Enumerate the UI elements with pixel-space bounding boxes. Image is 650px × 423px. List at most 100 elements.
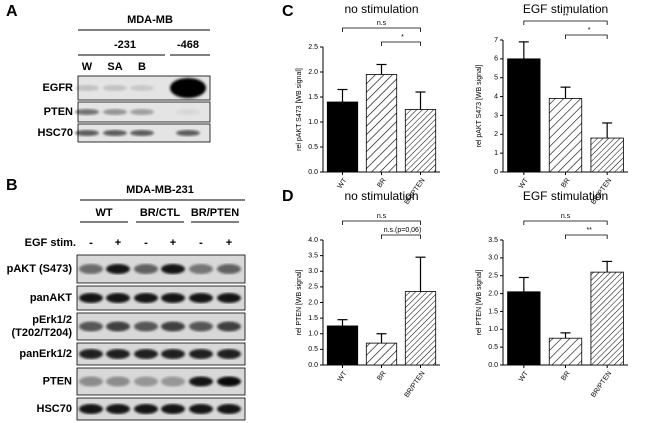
y-axis-label: rel pAKT S473 [WB signal] bbox=[296, 68, 303, 151]
x-tick-label: WT bbox=[337, 177, 349, 191]
significance-bracket bbox=[381, 41, 421, 46]
panel-label: C bbox=[282, 3, 294, 20]
blot-band bbox=[134, 264, 158, 274]
y-tick-label: 1.0 bbox=[308, 119, 318, 126]
bar bbox=[548, 337, 583, 366]
blot-band bbox=[106, 404, 130, 414]
y-tick-label: 0.0 bbox=[308, 169, 318, 176]
bar bbox=[507, 291, 541, 366]
bar bbox=[326, 101, 359, 173]
bar bbox=[326, 325, 359, 366]
stim-sign: - bbox=[199, 237, 203, 249]
blot-band bbox=[79, 321, 103, 332]
blot-band bbox=[161, 376, 185, 387]
y-tick-label: 3 bbox=[494, 112, 498, 119]
blot-band bbox=[130, 85, 154, 91]
y-tick-label: 2.5 bbox=[308, 44, 318, 51]
row-label: panErk1/2 bbox=[19, 348, 72, 360]
blot-band bbox=[217, 264, 241, 274]
row-label: (T202/T204) bbox=[11, 327, 72, 339]
y-tick-label: 2.0 bbox=[488, 290, 498, 297]
row-label: HSC70 bbox=[37, 403, 72, 415]
y-tick-label: 3.5 bbox=[488, 237, 498, 244]
y-tick-label: 4 bbox=[494, 93, 498, 100]
blot-band bbox=[79, 376, 103, 387]
significance-label: ** bbox=[563, 13, 569, 20]
y-tick-label: 2.5 bbox=[488, 273, 498, 280]
blot-title: MDA-MB-231 bbox=[126, 184, 194, 196]
chart-title: no stimulation bbox=[344, 2, 418, 16]
stim-sign: + bbox=[115, 237, 121, 249]
cell-line: -231 bbox=[114, 39, 136, 51]
y-tick-label: 1.5 bbox=[308, 94, 318, 101]
y-tick-label: 2.0 bbox=[308, 299, 318, 306]
stim-sign: + bbox=[226, 237, 232, 249]
significance-label: * bbox=[588, 27, 591, 34]
bar bbox=[365, 74, 398, 173]
blot-band bbox=[106, 376, 130, 387]
blot-band bbox=[170, 78, 206, 98]
panel-label: B bbox=[6, 177, 18, 194]
bar bbox=[365, 342, 398, 366]
significance-label: n.s.(p=0,06) bbox=[384, 227, 422, 234]
blot-band bbox=[106, 293, 130, 303]
significance-bracket bbox=[523, 220, 608, 225]
y-tick-label: 2 bbox=[494, 131, 498, 138]
blot-band bbox=[176, 109, 200, 115]
y-tick-label: 2.5 bbox=[308, 284, 318, 291]
blot-title: MDA-MB bbox=[127, 14, 173, 26]
blot-band bbox=[103, 130, 127, 136]
significance-label: n.s bbox=[561, 213, 571, 220]
group-label: BR/PTEN bbox=[191, 207, 239, 219]
x-tick-label: WT bbox=[337, 370, 349, 384]
blot-band bbox=[161, 293, 185, 303]
blot-band bbox=[106, 264, 130, 274]
blot-band bbox=[189, 321, 213, 332]
y-axis-label: rel pAKT S473 [WB signal] bbox=[476, 65, 483, 148]
blot-band bbox=[106, 349, 130, 359]
blot-band bbox=[130, 109, 154, 115]
y-tick-label: 3.0 bbox=[308, 268, 318, 275]
row-label: pAKT (S473) bbox=[7, 263, 73, 275]
x-tick-label: BR bbox=[376, 370, 387, 382]
bar bbox=[548, 98, 583, 173]
blot-band bbox=[134, 349, 158, 359]
blot-band bbox=[217, 349, 241, 359]
blot-band bbox=[189, 404, 213, 414]
group-label: BR/CTL bbox=[140, 207, 181, 219]
blot-band bbox=[217, 376, 241, 387]
blot-band bbox=[79, 264, 103, 274]
significance-label: ** bbox=[586, 227, 592, 234]
y-tick-label: 6 bbox=[494, 56, 498, 63]
y-tick-label: 1 bbox=[494, 150, 498, 157]
x-tick-label: BR bbox=[376, 177, 387, 189]
significance-label: * bbox=[401, 34, 404, 41]
blot-band bbox=[79, 404, 103, 414]
y-tick-label: 0.0 bbox=[308, 362, 318, 369]
y-tick-label: 3.5 bbox=[308, 252, 318, 259]
blot-band bbox=[75, 85, 99, 91]
y-tick-label: 1.0 bbox=[308, 331, 318, 338]
blot-band bbox=[134, 376, 158, 387]
blot-band bbox=[217, 404, 241, 414]
bar bbox=[404, 291, 437, 366]
stim-sign: - bbox=[144, 237, 148, 249]
blot-band bbox=[161, 404, 185, 414]
lane-label: B bbox=[138, 61, 146, 73]
bar bbox=[590, 271, 624, 366]
significance-bracket bbox=[342, 27, 421, 32]
y-tick-label: 3.0 bbox=[488, 255, 498, 262]
blot-band bbox=[161, 349, 185, 359]
lane-label: SA bbox=[107, 61, 122, 73]
y-tick-label: 2.0 bbox=[308, 69, 318, 76]
blot-band bbox=[134, 404, 158, 414]
row-label: panAKT bbox=[30, 292, 72, 304]
chart-title: no stimulation bbox=[344, 189, 418, 203]
y-tick-label: 4.0 bbox=[308, 237, 318, 244]
panel-label: D bbox=[282, 188, 294, 205]
x-tick-label: BR bbox=[560, 177, 571, 189]
x-tick-label: WT bbox=[518, 177, 530, 191]
y-tick-label: 1.0 bbox=[488, 326, 498, 333]
blot-band bbox=[189, 376, 213, 387]
blot-band bbox=[134, 293, 158, 303]
